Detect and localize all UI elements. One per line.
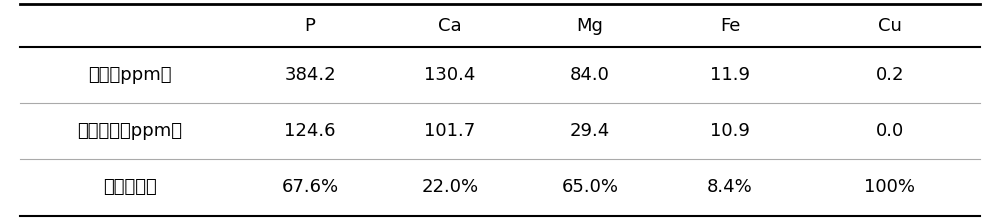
Text: 10.9: 10.9: [710, 122, 750, 140]
Text: 水化脱磷（ppm）: 水化脱磷（ppm）: [78, 122, 182, 140]
Text: 0.0: 0.0: [876, 122, 904, 140]
Text: 65.0%: 65.0%: [562, 178, 619, 196]
Text: 11.9: 11.9: [710, 66, 750, 84]
Text: 29.4: 29.4: [570, 122, 610, 140]
Text: 100%: 100%: [864, 178, 916, 196]
Text: Mg: Mg: [577, 17, 603, 35]
Text: 22.0%: 22.0%: [421, 178, 479, 196]
Text: 101.7: 101.7: [424, 122, 476, 140]
Text: 水化脱除率: 水化脱除率: [103, 178, 157, 196]
Text: 毛油（ppm）: 毛油（ppm）: [88, 66, 172, 84]
Text: 0.2: 0.2: [876, 66, 904, 84]
Text: 8.4%: 8.4%: [707, 178, 753, 196]
Text: Cu: Cu: [878, 17, 902, 35]
Text: Ca: Ca: [438, 17, 462, 35]
Text: 67.6%: 67.6%: [281, 178, 339, 196]
Text: 84.0: 84.0: [570, 66, 610, 84]
Text: 384.2: 384.2: [284, 66, 336, 84]
Text: P: P: [305, 17, 315, 35]
Text: 124.6: 124.6: [284, 122, 336, 140]
Text: Fe: Fe: [720, 17, 740, 35]
Text: 130.4: 130.4: [424, 66, 476, 84]
